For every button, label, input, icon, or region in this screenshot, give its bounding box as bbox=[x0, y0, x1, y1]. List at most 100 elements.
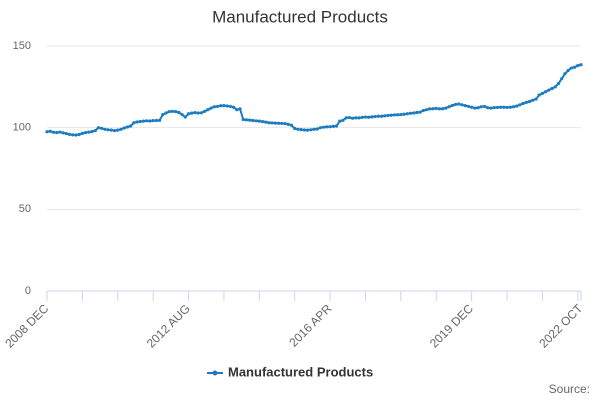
point bbox=[473, 106, 477, 110]
point bbox=[502, 105, 506, 109]
point bbox=[238, 107, 242, 111]
point bbox=[563, 72, 567, 76]
point bbox=[463, 104, 467, 108]
point bbox=[228, 104, 232, 109]
point bbox=[470, 105, 474, 109]
point bbox=[431, 107, 435, 111]
point bbox=[135, 120, 139, 124]
point bbox=[453, 102, 458, 107]
point bbox=[534, 97, 538, 101]
point bbox=[112, 129, 117, 133]
point bbox=[363, 115, 368, 119]
point bbox=[177, 110, 181, 115]
point bbox=[318, 126, 323, 130]
point bbox=[125, 125, 130, 129]
point bbox=[154, 118, 158, 123]
point bbox=[157, 118, 162, 122]
point bbox=[231, 105, 236, 109]
series-line bbox=[46, 63, 582, 137]
point bbox=[109, 128, 113, 132]
x-tick-label: 2022 OCT bbox=[536, 301, 586, 351]
point bbox=[511, 105, 516, 109]
point bbox=[576, 64, 580, 68]
point bbox=[183, 115, 187, 119]
point bbox=[466, 104, 471, 109]
point bbox=[479, 105, 483, 109]
point bbox=[51, 130, 56, 134]
point bbox=[100, 126, 104, 130]
point bbox=[482, 104, 487, 109]
x-tick-label: 2016 APR bbox=[286, 301, 334, 349]
point bbox=[495, 105, 499, 110]
point bbox=[267, 121, 271, 125]
point bbox=[161, 113, 165, 117]
point bbox=[347, 115, 351, 120]
point bbox=[103, 127, 107, 131]
point bbox=[338, 119, 342, 123]
point bbox=[312, 127, 316, 131]
point bbox=[447, 105, 451, 109]
point bbox=[203, 109, 207, 113]
point bbox=[322, 125, 326, 129]
point bbox=[383, 114, 387, 118]
point bbox=[235, 108, 239, 112]
point bbox=[450, 103, 454, 108]
point bbox=[212, 105, 216, 109]
point bbox=[531, 98, 535, 102]
source: Source: bbox=[549, 382, 590, 396]
point bbox=[434, 106, 438, 110]
point bbox=[476, 106, 480, 110]
point bbox=[389, 113, 393, 117]
point bbox=[67, 132, 72, 136]
point bbox=[572, 65, 577, 69]
point bbox=[489, 106, 493, 110]
point bbox=[437, 107, 442, 111]
point bbox=[283, 121, 287, 126]
point bbox=[58, 130, 62, 134]
point bbox=[441, 107, 445, 111]
point bbox=[325, 125, 329, 129]
point bbox=[315, 127, 319, 131]
point bbox=[277, 121, 281, 125]
point bbox=[370, 115, 374, 119]
point bbox=[289, 123, 294, 127]
point bbox=[48, 129, 52, 133]
point bbox=[418, 110, 422, 114]
legend-marker bbox=[212, 370, 218, 376]
point bbox=[396, 113, 400, 117]
point bbox=[280, 121, 284, 126]
point bbox=[138, 119, 142, 124]
point bbox=[180, 113, 184, 117]
point bbox=[424, 108, 429, 112]
point bbox=[492, 105, 496, 110]
point bbox=[129, 124, 133, 128]
legend-label: Manufactured Products bbox=[228, 364, 373, 379]
point bbox=[241, 117, 245, 122]
point bbox=[122, 126, 126, 130]
point bbox=[334, 124, 339, 128]
point bbox=[132, 121, 136, 125]
point bbox=[260, 120, 265, 124]
point bbox=[257, 119, 261, 123]
point bbox=[412, 111, 416, 115]
point bbox=[244, 118, 249, 122]
point bbox=[537, 93, 541, 97]
point bbox=[116, 128, 120, 132]
point bbox=[415, 110, 419, 115]
point bbox=[405, 112, 409, 116]
point bbox=[421, 108, 425, 113]
point bbox=[145, 119, 149, 123]
point bbox=[524, 100, 528, 104]
point bbox=[399, 113, 403, 117]
point bbox=[254, 119, 258, 123]
x-tick-label: 2019 DEC bbox=[427, 301, 476, 350]
point bbox=[219, 104, 223, 108]
point bbox=[80, 131, 84, 135]
point bbox=[190, 111, 194, 115]
point bbox=[251, 118, 255, 123]
point bbox=[354, 116, 358, 120]
point bbox=[196, 111, 200, 115]
point bbox=[515, 104, 519, 108]
point bbox=[119, 127, 123, 131]
point bbox=[486, 106, 490, 110]
